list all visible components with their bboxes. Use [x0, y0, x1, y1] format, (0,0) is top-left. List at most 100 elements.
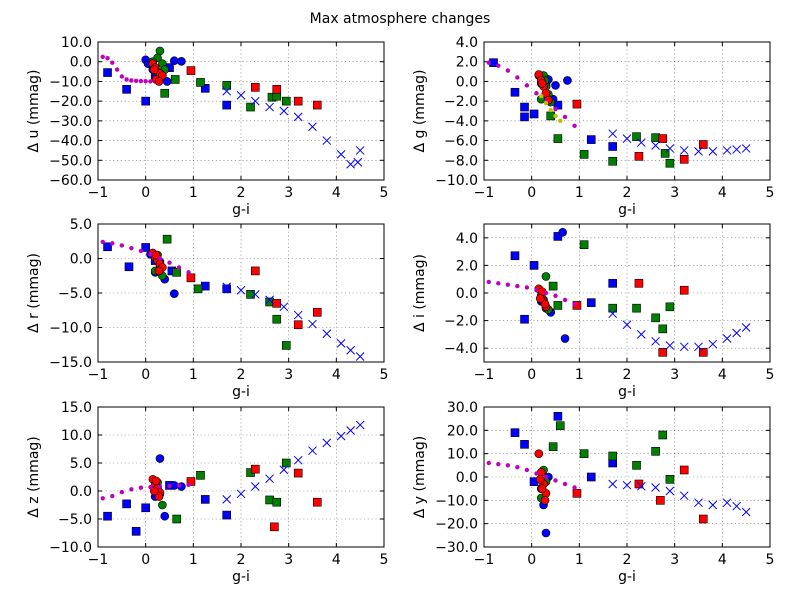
- x-tick-label: 0: [141, 552, 150, 568]
- series-blue-x: [222, 86, 365, 169]
- x-tick-label: 1: [189, 185, 198, 201]
- y-tick-label: 10.0: [447, 447, 478, 463]
- data-point-dot: [562, 114, 568, 120]
- data-point-dot: [515, 283, 520, 289]
- data-point-square: [553, 100, 563, 110]
- x-tick-label: 5: [766, 552, 775, 568]
- data-point-x: [293, 455, 303, 465]
- x-tick-label: 0: [527, 185, 536, 201]
- data-point-square: [510, 251, 520, 261]
- y-tick-label: 15.0: [61, 400, 92, 416]
- y-tick-label: −10.0: [49, 74, 92, 90]
- data-point-square: [131, 527, 141, 536]
- y-tick-label: 0.0: [456, 286, 478, 302]
- data-point-square: [553, 412, 563, 421]
- data-point-square: [632, 303, 641, 313]
- data-point-x: [279, 302, 289, 312]
- y-tick-label: −15.0: [49, 355, 92, 371]
- data-point-square: [665, 302, 675, 312]
- plot-area: [486, 227, 751, 357]
- data-point-dot: [110, 60, 115, 65]
- y-tick-label: 2.0: [456, 258, 478, 274]
- data-point-x: [741, 323, 751, 332]
- data-point-x: [622, 480, 632, 490]
- data-point-circle: [154, 77, 164, 86]
- data-point-square: [222, 284, 231, 294]
- data-point-x: [665, 341, 675, 350]
- data-point-square: [548, 281, 558, 291]
- x-tick-label: 4: [332, 367, 341, 383]
- series-red-circle: [148, 59, 167, 86]
- y-tick-label: −60.0: [49, 173, 92, 189]
- series-red-circle: [148, 248, 167, 276]
- data-point-dot: [486, 460, 491, 466]
- y-tick-label: −2.0: [444, 314, 478, 330]
- y-axis-label: Δ z (mmag): [26, 436, 42, 518]
- data-point-square: [222, 510, 231, 520]
- data-point-x: [222, 282, 232, 292]
- data-point-circle: [558, 227, 567, 237]
- data-point-x: [651, 483, 660, 492]
- data-point-square: [608, 142, 618, 151]
- data-point-square: [186, 273, 196, 283]
- x-tick-label: 1: [189, 552, 198, 568]
- data-point-circle: [149, 65, 159, 74]
- subplot-4: −1 0 1 2 3 4 5 −4.0 −2.0 0.0 2.0 4.0 g-i Δ i (mmag): [412, 223, 774, 400]
- data-point-dot: [543, 474, 549, 480]
- data-point-square: [608, 303, 618, 313]
- y-tick-label: 20.0: [447, 423, 478, 439]
- data-point-square: [658, 324, 668, 334]
- data-point-square: [312, 308, 322, 317]
- series-red-square: [572, 99, 708, 164]
- x-tick-label: −1: [474, 552, 495, 568]
- data-point-square: [193, 284, 203, 294]
- y-tick-label: 0.0: [70, 252, 92, 268]
- y-tick-label: −5.0: [58, 512, 92, 528]
- data-point-dot: [148, 79, 153, 84]
- data-point-x: [732, 328, 741, 338]
- data-point-square: [186, 66, 196, 75]
- data-point-circle: [534, 449, 544, 458]
- data-point-circle: [540, 299, 550, 309]
- y-tick-label: −50.0: [49, 153, 92, 169]
- data-point-square: [160, 88, 170, 98]
- x-tick-label: 5: [766, 185, 775, 201]
- data-point-circle: [541, 528, 551, 538]
- x-axis-label: g-i: [232, 202, 250, 218]
- data-point-square: [651, 313, 660, 323]
- y-tick-label: −4.0: [444, 341, 478, 357]
- axes-frame: [97, 223, 385, 363]
- data-point-circle: [158, 500, 167, 510]
- data-point-dot: [524, 83, 530, 88]
- data-point-dot: [562, 297, 568, 303]
- data-point-dot: [129, 78, 134, 83]
- x-tick-label: 5: [380, 185, 389, 201]
- y-tick-label: 0.0: [70, 484, 92, 500]
- data-point-dot: [100, 496, 105, 501]
- data-point-dot: [138, 248, 144, 254]
- series-blue-square: [510, 412, 618, 486]
- data-point-dot: [515, 465, 520, 470]
- data-point-square: [141, 243, 150, 252]
- data-point-square: [608, 279, 618, 288]
- data-point-circle: [551, 81, 560, 90]
- data-point-dot: [558, 118, 563, 124]
- y-tick-label: 5.0: [70, 217, 92, 233]
- data-point-square: [124, 262, 134, 272]
- y-tick-label: −30.0: [49, 114, 92, 130]
- y-tick-label: 4.0: [456, 35, 478, 51]
- data-point-x: [651, 336, 660, 346]
- data-point-dot: [186, 482, 191, 488]
- y-axis-label: Δ g (mmag): [412, 69, 428, 152]
- data-point-square: [548, 442, 558, 451]
- data-point-square: [632, 461, 641, 470]
- data-point-dot: [129, 487, 134, 492]
- data-point-square: [293, 96, 303, 106]
- data-point-x: [355, 420, 365, 430]
- data-point-dot: [534, 91, 539, 96]
- y-axis-label: Δ r (mmag): [26, 253, 42, 333]
- data-point-dot: [505, 463, 511, 468]
- data-point-square: [634, 279, 644, 288]
- data-point-square: [281, 341, 291, 350]
- data-point-dot: [486, 279, 491, 285]
